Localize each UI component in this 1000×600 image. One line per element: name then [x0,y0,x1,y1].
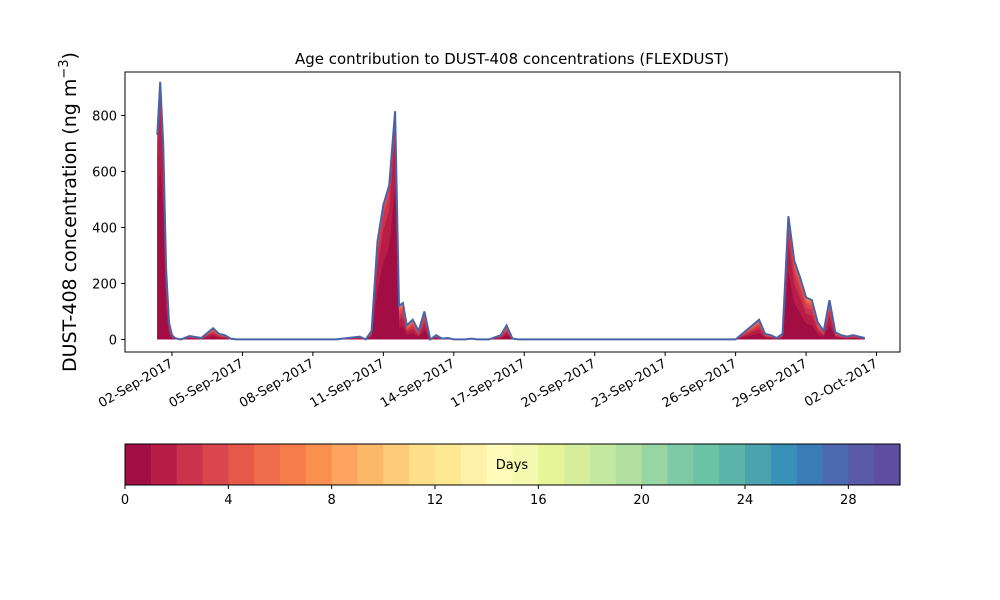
chart-title: Age contribution to DUST-408 concentrati… [295,50,729,68]
age-layer-0 [157,167,865,340]
colorbar-tick-label: 12 [427,493,444,508]
age-area-layers [157,81,865,340]
colorbar-segment [331,444,359,485]
y-tick-label: 600 [92,165,117,180]
total-line-path [156,81,866,342]
colorbar-tick-label: 20 [633,493,650,508]
y-axis-label-close: ) [59,52,81,59]
y-axis-label-main: DUST-408 concentration (ng m [59,79,81,372]
colorbar-segment [693,444,720,485]
colorbar-segment [305,444,333,485]
colorbar-tick-label: 0 [121,493,129,508]
colorbar-segment [512,444,539,485]
colorbar-tick-label: 28 [840,493,857,508]
y-axis-label: DUST-408 concentration (ng m−3) [57,52,81,372]
plot-frame [124,71,901,353]
colorbar-segment [564,444,591,485]
colorbar-segment [150,444,178,485]
colorbar-label: Days [496,458,529,473]
colorbar-segment [125,444,152,485]
y-tick-label: 200 [92,277,117,292]
colorbar-segment [409,444,436,485]
colorbar-segment [641,444,669,485]
colorbar-segment [745,444,772,485]
colorbar-segment [848,444,875,485]
colorbar-segment [357,444,384,485]
colorbar-segment [538,444,565,485]
y-tick-label: 0 [109,333,117,348]
colorbar-tick-label: 4 [224,493,232,508]
colorbar-ticks: 0 4 8 12 16 20 24 28 [121,485,857,508]
colorbar [125,444,901,485]
colorbar-segment [719,444,746,485]
colorbar-segment [435,444,462,485]
y-tick-label: 800 [92,109,117,124]
colorbar-segment [667,444,694,485]
colorbar-segment [202,444,229,485]
colorbar-frame [124,443,901,486]
colorbar-tick-label: 8 [328,493,336,508]
y-axis-label-superscript: −3 [57,59,72,78]
colorbar-segment [254,444,281,485]
total-concentration-line [156,81,866,342]
colorbar-segment [176,444,204,485]
y-axis-ticks: 0 200 400 600 800 [92,109,125,348]
colorbar-segment [383,444,410,485]
colorbar-segment [228,444,255,485]
colorbar-segment [280,444,307,485]
colorbar-segment [486,444,514,485]
y-tick-label: 400 [92,221,117,236]
colorbar-segment [770,444,798,485]
colorbar-segment [796,444,824,485]
colorbar-segment [460,444,488,485]
colorbar-tick-label: 24 [737,493,754,508]
colorbar-tick-label: 16 [530,493,547,508]
colorbar-segment [874,444,901,485]
colorbar-segment [822,444,849,485]
colorbar-segment [615,444,643,485]
colorbar-segment [590,444,617,485]
